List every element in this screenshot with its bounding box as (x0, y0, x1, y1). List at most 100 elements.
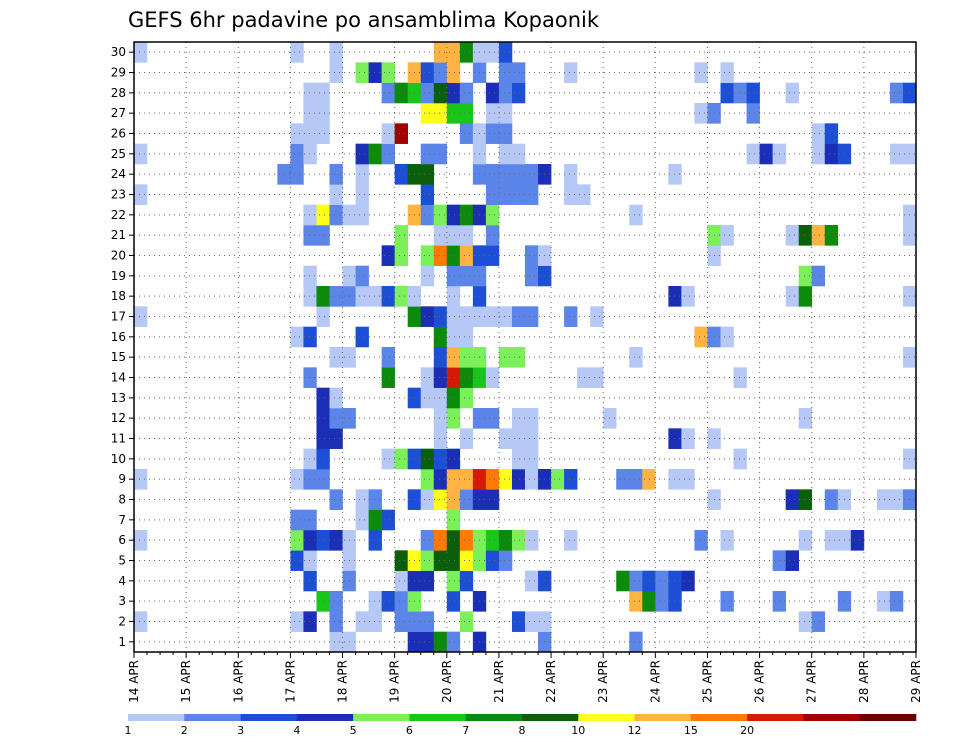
heatmap-cell (824, 143, 839, 165)
y-tick-label: 19 (111, 269, 126, 283)
heatmap-cell (433, 428, 448, 449)
heatmap-cell (381, 286, 395, 307)
heatmap-cell (525, 245, 539, 266)
colorbar-swatch (465, 714, 523, 721)
heatmap-cell (433, 530, 448, 551)
heatmap-cell (785, 82, 799, 104)
colorbar-label: 2 (181, 724, 188, 737)
heatmap-cell (134, 184, 148, 205)
heatmap-cell (564, 164, 578, 185)
heatmap-cell (394, 611, 408, 632)
heatmap-cell (446, 509, 461, 531)
heatmap-cell (525, 611, 539, 632)
colorbar-swatch (690, 714, 748, 721)
x-tick-label: 28 APR (857, 660, 871, 703)
heatmap-cell (876, 489, 891, 510)
heatmap-cell (498, 82, 513, 104)
heatmap-cell (498, 184, 513, 205)
heatmap-cell (368, 143, 382, 165)
heatmap-cell (733, 367, 747, 388)
heatmap-cell (498, 62, 513, 83)
heatmap-cell (511, 306, 526, 327)
heatmap-cell (525, 265, 539, 287)
heatmap-cell (511, 469, 526, 490)
heatmap-cell (498, 143, 513, 165)
colorbar-swatch (522, 714, 579, 721)
heatmap-cell (329, 428, 343, 449)
colorbar-swatch (578, 714, 635, 721)
y-tick-label: 14 (111, 371, 126, 385)
heatmap-cell (446, 347, 461, 368)
heatmap-cell (355, 143, 369, 165)
heatmap-cell (329, 387, 343, 409)
heatmap-cell (381, 245, 395, 266)
heatmap-cell (485, 245, 500, 266)
heatmap-cell (290, 550, 304, 571)
heatmap-cell (290, 123, 304, 144)
y-tick-label: 28 (111, 86, 126, 100)
heatmap-cell (394, 225, 408, 246)
heatmap-cell (498, 164, 513, 185)
heatmap-cell (446, 469, 461, 490)
heatmap-cell (668, 469, 682, 490)
heatmap-cell (616, 570, 630, 592)
heatmap-cell (420, 164, 435, 185)
heatmap-cell (381, 347, 395, 368)
heatmap-cell (355, 509, 369, 531)
heatmap-cell (394, 286, 408, 307)
y-axis: 1234567891011121314151617181920212223242… (111, 45, 134, 649)
heatmap-cell (420, 448, 435, 470)
heatmap-cell (446, 591, 461, 612)
heatmap-cell (303, 123, 317, 144)
y-tick-label: 18 (111, 289, 126, 303)
heatmap-cell (459, 103, 474, 124)
heatmap-cell (720, 225, 734, 246)
heatmap-cell (485, 82, 500, 104)
heatmap-cell (551, 469, 565, 490)
heatmap-cell (420, 631, 435, 653)
heatmap-cell (381, 143, 395, 165)
heatmap-cell (316, 204, 330, 226)
heatmap-cell (459, 82, 474, 104)
heatmap-cell (446, 387, 461, 409)
heatmap-cell (459, 347, 474, 368)
heatmap-cell (303, 204, 317, 226)
heatmap-cell (303, 326, 317, 348)
heatmap-cell (394, 570, 408, 592)
heatmap-cell (316, 530, 330, 551)
heatmap-cell (459, 489, 474, 510)
heatmap-cell (433, 550, 448, 571)
y-tick-label: 25 (111, 147, 126, 161)
heatmap-cell (446, 265, 461, 287)
heatmap-cell (303, 82, 317, 104)
heatmap-cell (355, 265, 369, 287)
colorbar-swatch (859, 714, 917, 721)
heatmap-cell (746, 103, 760, 124)
heatmap-cell (668, 286, 682, 307)
y-tick-label: 13 (111, 391, 126, 405)
heatmap-cell (303, 570, 317, 592)
x-axis: 14 APR 15 APR 16 APR 17 APR 18 APR 19 APR 20 A… (127, 652, 923, 703)
heatmap-cell (303, 611, 317, 632)
y-tick-label: 6 (118, 533, 126, 547)
y-tick-label: 17 (111, 310, 126, 324)
heatmap-cell (525, 164, 539, 185)
heatmap-cell (785, 225, 799, 246)
heatmap-cell (564, 530, 578, 551)
heatmap-cell (498, 306, 513, 327)
heatmap-cell (355, 164, 369, 185)
heatmap-cell (368, 611, 382, 632)
heatmap-cell (459, 306, 474, 327)
heatmap-cell (303, 509, 317, 531)
heatmap-cell (446, 326, 461, 348)
heatmap-cells (134, 42, 917, 653)
heatmap-cell (511, 408, 526, 429)
heatmap-cell (381, 448, 395, 470)
heatmap-cell (433, 306, 448, 327)
heatmap-cell (316, 286, 330, 307)
heatmap-cell (681, 428, 695, 449)
x-tick-label: 16 APR (231, 660, 245, 703)
heatmap-cell (368, 62, 382, 83)
heatmap-cell (381, 367, 395, 388)
